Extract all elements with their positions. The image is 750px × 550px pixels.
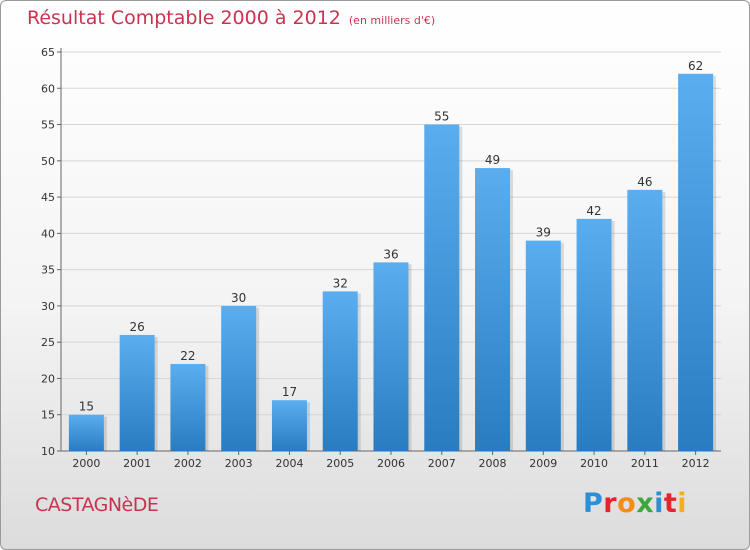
- x-tick-label: 2007: [428, 457, 456, 470]
- labels: 10 15 20 25 30 35 40 45 50 55 60 65 2000 15 2001 26 2002…: [41, 46, 710, 470]
- value-label-2004: 17: [282, 385, 297, 399]
- bars: [68, 73, 717, 451]
- x-tick-label: 2005: [326, 457, 354, 470]
- x-tick-label: 2011: [631, 457, 659, 470]
- logo-letter: r: [603, 488, 618, 519]
- bar-2003: [221, 305, 257, 451]
- value-label-2006: 36: [383, 247, 398, 261]
- logo-letter: o: [617, 488, 637, 519]
- bar-2009: [525, 240, 561, 451]
- value-label-2000: 15: [79, 400, 94, 414]
- value-label-2002: 22: [180, 349, 195, 363]
- x-tick-label: 2009: [529, 457, 557, 470]
- y-tick-label: 30: [41, 300, 55, 313]
- bar-2006: [373, 262, 409, 451]
- bar-2001: [119, 334, 155, 451]
- x-tick-label: 2000: [72, 457, 100, 470]
- y-tick-label: 65: [41, 46, 55, 59]
- chart-subtitle: (en milliers d'€): [348, 14, 436, 27]
- value-label-2003: 30: [231, 291, 246, 305]
- x-tick-label: 2012: [682, 457, 710, 470]
- bar-2000: [68, 414, 104, 451]
- y-tick-label: 40: [41, 227, 55, 240]
- logo-letter: i: [654, 488, 664, 519]
- x-tick-label: 2006: [377, 457, 405, 470]
- logo-letter: P: [583, 488, 604, 519]
- bar-2004: [271, 400, 307, 451]
- value-label-2010: 42: [586, 204, 601, 218]
- commune-name: CASTAGNèDE: [35, 494, 159, 516]
- y-tick-label: 55: [41, 119, 55, 132]
- value-label-2005: 32: [333, 276, 348, 290]
- x-tick-label: 2008: [479, 457, 507, 470]
- bar-2010: [576, 218, 612, 451]
- bar-2007: [424, 124, 460, 451]
- x-tick-label: 2004: [275, 457, 303, 470]
- chart-title: Résultat Comptable 2000 à 2012 (en millie…: [27, 7, 435, 29]
- x-tick-label: 2002: [174, 457, 202, 470]
- bar-2012: [678, 73, 714, 451]
- bar-2005: [322, 291, 358, 451]
- y-tick-label: 50: [41, 155, 55, 168]
- x-tick-label: 2010: [580, 457, 608, 470]
- proxiti-logo[interactable]: Proxiti: [583, 488, 687, 519]
- x-tick-label: 2003: [225, 457, 253, 470]
- value-label-2011: 46: [637, 175, 652, 189]
- value-label-2008: 49: [485, 153, 500, 167]
- y-tick-label: 35: [41, 264, 55, 277]
- y-tick-label: 25: [41, 336, 55, 349]
- logo-letter: t: [663, 488, 678, 519]
- y-tick-label: 10: [41, 445, 55, 458]
- y-tick-label: 45: [41, 191, 55, 204]
- bar-2002: [170, 363, 206, 451]
- logo-letter: i: [677, 488, 688, 519]
- value-label-2001: 26: [130, 320, 145, 334]
- value-label-2012: 62: [688, 59, 703, 73]
- logo-letter: x: [636, 488, 655, 519]
- y-tick-label: 20: [41, 372, 55, 385]
- bar-2011: [627, 189, 663, 451]
- y-tick-label: 15: [41, 409, 55, 422]
- x-tick-label: 2001: [123, 457, 151, 470]
- value-label-2009: 39: [536, 226, 551, 240]
- bar-2008: [475, 168, 511, 451]
- y-tick-label: 60: [41, 82, 55, 95]
- title-text: Résultat Comptable 2000 à 2012: [27, 7, 341, 29]
- value-label-2007: 55: [434, 110, 449, 124]
